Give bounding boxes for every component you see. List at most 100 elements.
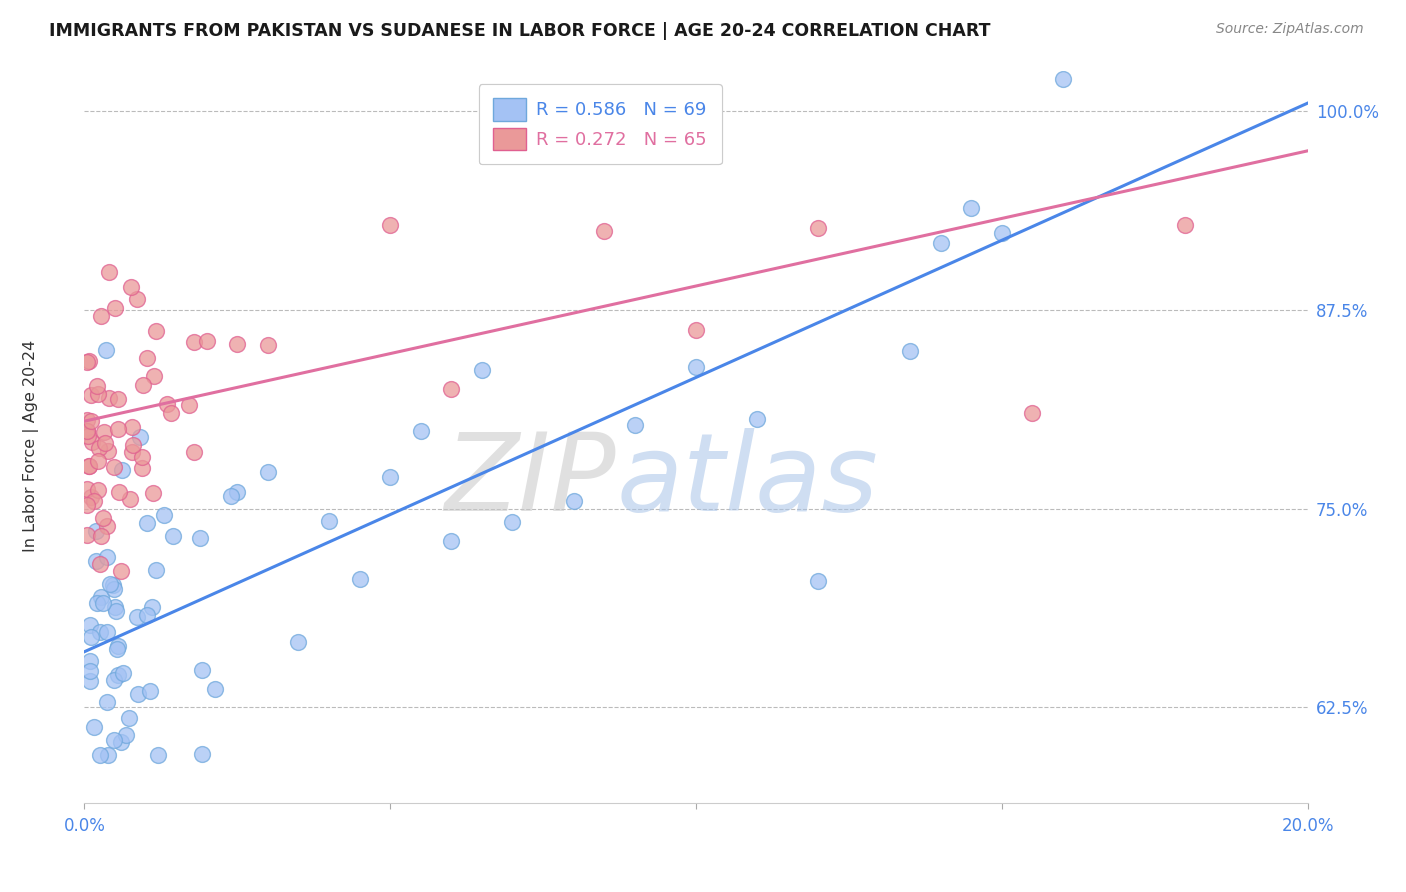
Point <box>380 219 402 233</box>
Text: atlas: atlas <box>616 428 879 533</box>
Point <box>191 747 214 762</box>
Point <box>84 524 107 539</box>
Point <box>204 681 226 696</box>
Point <box>121 419 143 434</box>
Point <box>96 550 118 565</box>
Point <box>80 630 103 644</box>
Point <box>76 429 98 443</box>
Point <box>90 309 112 323</box>
Point <box>120 492 142 507</box>
Point <box>349 572 371 586</box>
Point <box>156 397 179 411</box>
Point <box>83 494 105 508</box>
Point <box>76 482 98 496</box>
Point <box>103 460 125 475</box>
Point <box>502 515 524 529</box>
Text: Source: ZipAtlas.com: Source: ZipAtlas.com <box>1216 22 1364 37</box>
Point <box>898 344 921 359</box>
Point <box>107 392 129 406</box>
Point <box>593 224 616 238</box>
Text: ZIP: ZIP <box>444 428 616 533</box>
Point <box>1052 72 1074 87</box>
Point <box>97 748 120 763</box>
Point <box>226 336 249 351</box>
Point <box>318 514 340 528</box>
Point <box>79 617 101 632</box>
Point <box>91 596 114 610</box>
Point <box>153 508 176 523</box>
Point <box>471 363 494 377</box>
Point <box>79 664 101 678</box>
Point <box>76 413 98 427</box>
Point <box>91 511 114 525</box>
Point <box>96 695 118 709</box>
Point <box>141 600 163 615</box>
Point <box>807 574 830 589</box>
Point <box>83 721 105 735</box>
Point <box>77 458 100 473</box>
Point <box>103 732 125 747</box>
Point <box>111 463 134 477</box>
Point <box>103 582 125 597</box>
Text: IMMIGRANTS FROM PAKISTAN VS SUDANESE IN LABOR FORCE | AGE 20-24 CORRELATION CHAR: IMMIGRANTS FROM PAKISTAN VS SUDANESE IN … <box>49 22 991 40</box>
Point <box>129 430 152 444</box>
Point <box>183 445 205 459</box>
Point <box>86 379 108 393</box>
Point <box>136 351 159 365</box>
Point <box>685 359 707 374</box>
Point <box>77 459 100 474</box>
Point <box>562 493 585 508</box>
Point <box>287 634 309 648</box>
Point <box>807 220 830 235</box>
Point <box>89 748 111 763</box>
Point <box>101 577 124 591</box>
Point <box>121 444 143 458</box>
Point <box>409 424 432 438</box>
Point <box>87 483 110 497</box>
Point <box>183 334 205 349</box>
Point <box>76 355 98 369</box>
Point <box>142 486 165 500</box>
Point <box>94 343 117 357</box>
Point <box>440 382 463 396</box>
Point <box>131 461 153 475</box>
Point <box>380 470 402 484</box>
Point <box>685 323 707 337</box>
Point <box>257 338 280 352</box>
Point <box>107 421 129 435</box>
Point <box>94 435 117 450</box>
Point <box>162 529 184 543</box>
Point <box>97 391 120 405</box>
Point <box>76 424 98 438</box>
Point <box>121 438 143 452</box>
Point <box>80 414 103 428</box>
Point <box>90 529 112 543</box>
Point <box>195 334 218 349</box>
Point <box>135 608 157 623</box>
Point <box>76 528 98 542</box>
Point <box>96 519 118 533</box>
Point <box>1174 218 1197 232</box>
Point <box>160 406 183 420</box>
Point <box>104 301 127 315</box>
Point <box>127 686 149 700</box>
Point <box>103 673 125 687</box>
Legend: R = 0.586   N = 69, R = 0.272   N = 65: R = 0.586 N = 69, R = 0.272 N = 65 <box>478 84 721 164</box>
Point <box>77 353 100 368</box>
Point <box>112 666 135 681</box>
Point <box>79 654 101 668</box>
Point <box>79 673 101 688</box>
Point <box>145 563 167 577</box>
Point <box>440 533 463 548</box>
Point <box>188 531 211 545</box>
Point <box>87 454 110 468</box>
Point <box>125 610 148 624</box>
Point <box>97 444 120 458</box>
Point <box>960 202 983 216</box>
Point <box>148 748 170 763</box>
Point <box>80 435 103 450</box>
Point <box>97 265 120 279</box>
Point <box>76 424 98 438</box>
Point <box>96 625 118 640</box>
Point <box>110 734 132 748</box>
